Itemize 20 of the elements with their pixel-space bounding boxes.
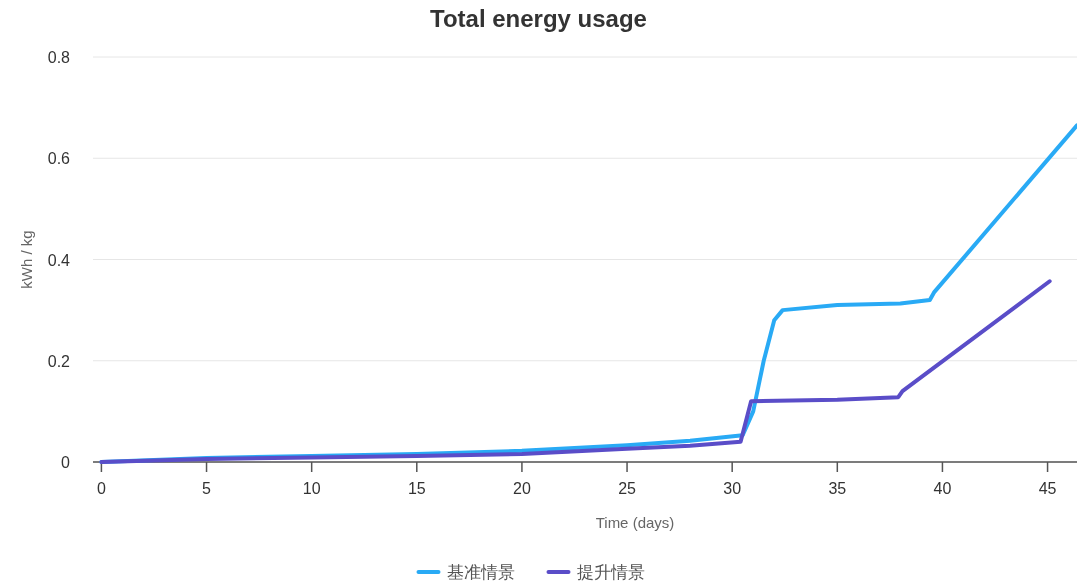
y-tick-label: 0.2 <box>47 352 71 370</box>
chart-title: Total energy usage <box>430 5 647 32</box>
x-axis-title: Time (days) <box>595 514 675 531</box>
x-tick-label: 5 <box>202 480 212 497</box>
x-tick-label: 40 <box>933 480 952 497</box>
y-tick-label: 0.4 <box>47 251 71 269</box>
legend-label: 提升情景 <box>576 563 645 582</box>
legend-label: 基准情景 <box>446 563 515 582</box>
x-tick-label: 15 <box>407 480 426 497</box>
x-tick-label: 35 <box>828 480 847 497</box>
x-tick-label: 45 <box>1038 480 1057 497</box>
y-tick-label: 0 <box>61 454 71 471</box>
x-tick-label: 0 <box>96 480 106 497</box>
x-tick-label: 30 <box>723 480 742 497</box>
y-tick-label: 0.8 <box>47 49 71 66</box>
y-axis-title: kWh / kg <box>18 230 35 289</box>
x-tick-label: 10 <box>302 480 321 497</box>
x-tick-label: 20 <box>513 480 531 497</box>
x-tick-label: 25 <box>618 480 637 497</box>
y-tick-label: 0.6 <box>47 150 71 168</box>
